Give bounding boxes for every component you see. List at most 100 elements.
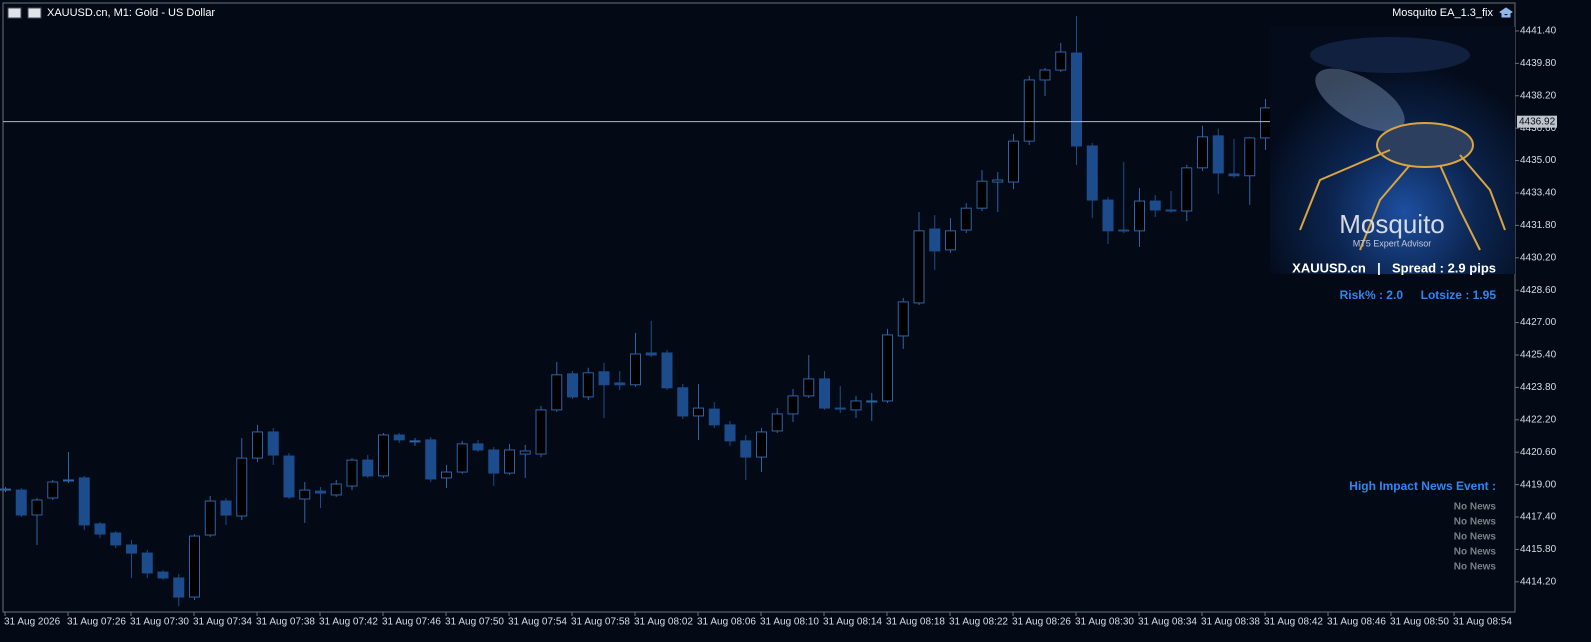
candle-body: [960, 207, 972, 231]
menu-icon[interactable]: [7, 7, 22, 19]
candle-body: [992, 179, 1004, 183]
candle-body: [614, 382, 626, 386]
panel-spread: Spread : 2.9 pips: [1392, 260, 1496, 275]
candle-body: [582, 372, 594, 398]
candle-body: [1212, 135, 1224, 174]
candle-body: [220, 500, 232, 516]
y-tick-label: 4420.60: [1520, 447, 1557, 458]
candle-body: [1228, 173, 1240, 177]
candle-body: [267, 431, 279, 456]
x-tick-label: 31 Aug 08:02: [634, 617, 693, 628]
x-tick-label: 31 Aug 08:18: [886, 617, 945, 628]
candle-body: [1071, 52, 1082, 147]
plot-frame: [2, 2, 1516, 613]
chart-symbol: XAUUSD.cn, M1: Gold - US Dollar: [47, 7, 215, 19]
x-tick-label: 31 Aug 08:34: [1138, 617, 1197, 628]
candle-body: [204, 500, 216, 536]
y-tick-label: 4414.20: [1520, 576, 1557, 587]
y-tick-label: 4438.20: [1520, 90, 1557, 101]
candle-body: [1181, 167, 1193, 212]
candle-body: [425, 439, 437, 480]
candle-body: [1260, 107, 1271, 139]
candle-body: [126, 544, 137, 554]
plot-area: [0, 15, 1515, 607]
x-tick-label: 31 Aug 08:54: [1453, 617, 1512, 628]
y-tick-label: 4430.20: [1520, 252, 1557, 263]
candle-body: [346, 459, 358, 487]
logo-body: [1376, 122, 1474, 168]
candle-body: [456, 443, 468, 473]
candle-body: [929, 228, 941, 252]
news-title: High Impact News Event :: [1349, 479, 1496, 493]
y-tick-label: 4427.00: [1520, 317, 1557, 328]
x-tick-label: 31 Aug 07:38: [256, 617, 315, 628]
y-tick-label: 4428.60: [1520, 285, 1557, 296]
candle-body: [787, 395, 799, 415]
candle-body: [1055, 51, 1067, 71]
expert-icon[interactable]: [1499, 7, 1513, 18]
candle-body: [645, 352, 657, 356]
x-tick-label: 31 Aug 2026: [4, 617, 61, 628]
y-tick-label: 4436.60: [1520, 123, 1557, 134]
y-tick-label: 4425.40: [1520, 350, 1557, 361]
candle-body: [850, 400, 862, 411]
candle-body: [1008, 140, 1019, 183]
panel-symbol: XAUUSD.cn: [1292, 260, 1366, 275]
candle-body: [173, 577, 185, 598]
candle-body: [252, 431, 263, 459]
candle-body: [1149, 200, 1161, 211]
candle-body: [189, 535, 200, 598]
candle-body: [315, 490, 326, 494]
news-item: No News: [1454, 562, 1497, 573]
candle-body: [1102, 199, 1114, 232]
candle-body: [110, 532, 122, 546]
logo-title: Mosquito: [1339, 209, 1445, 239]
chart-icon[interactable]: [27, 7, 42, 19]
candle-body: [913, 230, 925, 304]
candle-body: [330, 483, 342, 496]
candle-body: [94, 523, 106, 535]
price-label-box: [1517, 115, 1557, 128]
candle-body: [567, 373, 578, 398]
candle-body: [78, 477, 90, 526]
x-tick-label: 31 Aug 08:22: [949, 617, 1008, 628]
news-list: No News No News No News No News No News: [1454, 502, 1497, 573]
x-tick-label: 31 Aug 08:50: [1390, 617, 1449, 628]
y-tick-label: 4439.80: [1520, 58, 1557, 69]
news-item: No News: [1454, 502, 1497, 513]
candle-body: [47, 481, 59, 499]
candle-body: [708, 408, 720, 426]
x-tick-label: 31 Aug 08:46: [1327, 617, 1386, 628]
candle-body: [1086, 145, 1098, 201]
logo-subtitle: MT5 Expert Advisor: [1353, 238, 1432, 248]
candle-body: [0, 488, 11, 491]
news-item: No News: [1454, 547, 1497, 558]
candle-body: [393, 434, 405, 441]
candle-body: [535, 409, 547, 455]
panel-risk: Risk% : 2.0: [1340, 288, 1404, 302]
logo-wing: [1315, 68, 1405, 132]
panel-lotsize: Lotsize : 1.95: [1421, 288, 1497, 302]
candle-body: [1118, 229, 1130, 232]
candle-body: [724, 424, 736, 442]
candle-body: [882, 334, 893, 402]
candle-body: [409, 440, 421, 443]
news-item: No News: [1454, 517, 1497, 528]
candle-body: [897, 301, 909, 337]
x-tick-label: 31 Aug 08:10: [760, 617, 819, 628]
candle-body: [441, 471, 452, 479]
candle-body: [693, 407, 704, 417]
y-tick-label: 4433.40: [1520, 188, 1557, 199]
candle-body: [299, 489, 311, 500]
candle-body: [488, 449, 500, 474]
x-tick-label: 31 Aug 08:30: [1075, 617, 1134, 628]
candle-body: [15, 489, 27, 516]
x-tick-label: 31 Aug 08:06: [697, 617, 756, 628]
y-tick-label: 4419.00: [1520, 479, 1557, 490]
candle-body: [661, 352, 673, 389]
candle-body: [819, 378, 830, 409]
x-tick-label: 31 Aug 07:30: [130, 617, 189, 628]
candle-body: [378, 434, 389, 477]
candle-body: [472, 443, 484, 451]
x-tick-label: 31 Aug 07:34: [193, 617, 252, 628]
